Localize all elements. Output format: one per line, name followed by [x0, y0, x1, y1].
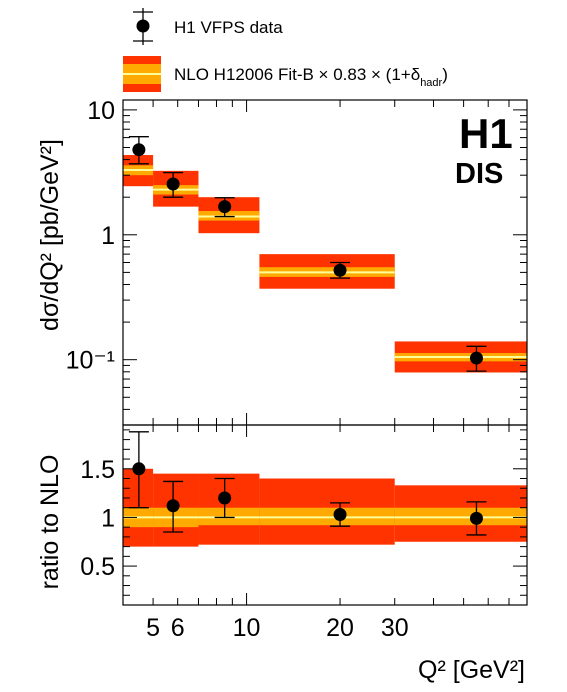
x-axis-label: Q² [GeV²] [418, 656, 525, 684]
legend-data-label: H1 VFPS data [174, 18, 283, 37]
data-point [218, 200, 232, 214]
x-tick-label: 30 [381, 614, 409, 642]
y-tick-label: 1.5 [80, 456, 115, 484]
y-axis-label-bottom: ratio to NLO [36, 455, 64, 590]
y-tick-label: 10⁻¹ [66, 347, 115, 375]
legend-nlo-label: NLO H12006 Fit-B × 0.83 × (1+δhadr) [174, 65, 448, 89]
ratio-panel: 1.5 1 0.5 5 6 10 20 30 [80, 424, 528, 642]
y-tick-label: 1 [101, 222, 115, 250]
x-tick-label: 6 [171, 614, 185, 642]
y-tick-label: 10 [87, 97, 115, 125]
data-point [166, 499, 180, 513]
y-tick-label: 1 [101, 504, 115, 532]
data-point [333, 508, 347, 522]
data-point [218, 491, 232, 505]
legend: H1 VFPS data NLO H12006 Fit-B × 0.83 × (… [123, 8, 448, 92]
x-tick-label: 5 [146, 614, 160, 642]
bottom-frame [122, 424, 528, 606]
data-point [166, 177, 180, 191]
data-point [333, 263, 347, 277]
data-point [469, 511, 483, 525]
y-axis-label-top: dσ/dQ² [pb/GeV²] [36, 139, 64, 331]
y-tick-label: 0.5 [80, 553, 115, 581]
data-point [469, 351, 483, 365]
cross-section-panel: 10 1 10⁻¹ [66, 97, 528, 426]
legend-nlo-swatch [123, 56, 161, 92]
x-tick-label: 10 [233, 614, 261, 642]
data-point [132, 462, 146, 476]
experiment-label: H1 [459, 110, 513, 157]
process-label: DIS [455, 158, 503, 190]
data-point [132, 143, 146, 157]
x-tick-label: 20 [326, 614, 354, 642]
legend-data-marker [133, 8, 153, 45]
